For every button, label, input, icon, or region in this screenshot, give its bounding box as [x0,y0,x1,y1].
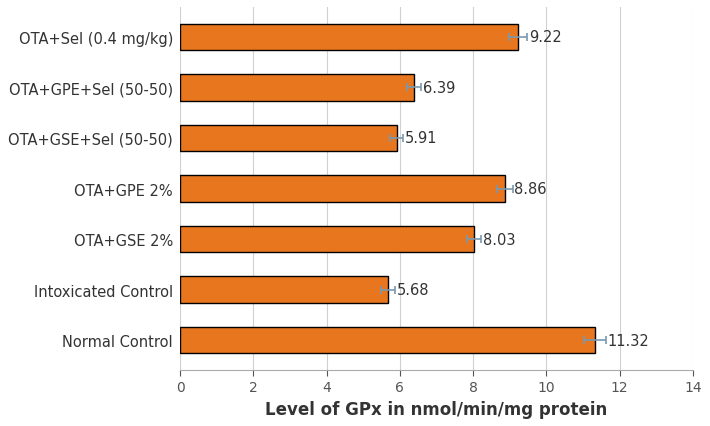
Text: 8.86: 8.86 [515,181,547,196]
Text: 5.91: 5.91 [405,131,437,146]
Bar [180,327,595,354]
Bar [180,176,505,202]
Bar [180,75,414,101]
Bar [180,277,388,303]
Text: 9.22: 9.22 [529,30,562,45]
Bar [180,126,396,152]
Text: 8.03: 8.03 [484,232,516,247]
Text: 11.32: 11.32 [608,333,649,348]
Text: 6.39: 6.39 [423,81,456,96]
X-axis label: Level of GPx in nmol/min/mg protein: Level of GPx in nmol/min/mg protein [266,400,608,417]
Bar [180,25,518,51]
Bar [180,226,474,253]
Text: 5.68: 5.68 [396,282,429,297]
